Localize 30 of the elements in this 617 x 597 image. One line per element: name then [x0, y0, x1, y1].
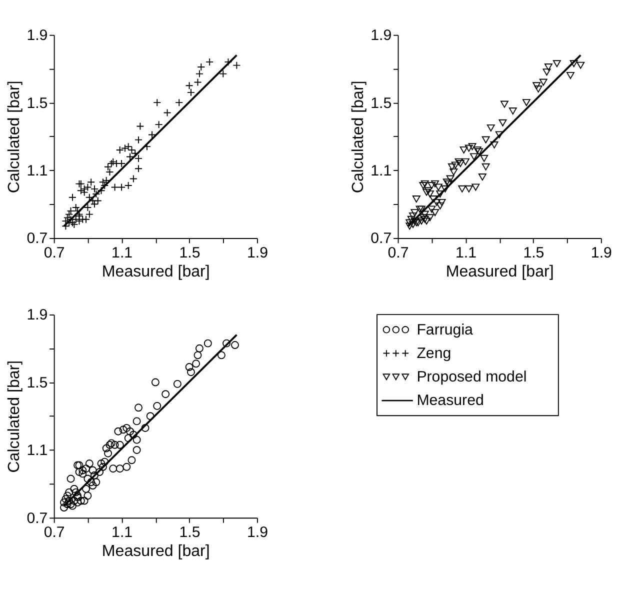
y-axis-title: Calculated [bar] — [5, 360, 24, 473]
x-tick-label: 1.9 — [246, 244, 268, 262]
legend-label: Measured — [416, 392, 484, 410]
x-tick-label: 1.9 — [246, 524, 268, 542]
y-tick-label: 1.5 — [370, 94, 392, 112]
y-tick-label: 1.9 — [26, 306, 48, 324]
x-tick-label: 1.1 — [112, 244, 133, 262]
x-axis-title: Measured [bar] — [102, 262, 210, 280]
y-tick-label: 1.9 — [370, 27, 392, 44]
y-axis-title: Calculated [bar] — [5, 80, 24, 194]
y-tick-label: 1.1 — [370, 162, 392, 180]
y-tick-label: 1.5 — [26, 94, 48, 112]
x-tick-label: 1.1 — [455, 244, 476, 262]
x-tick-label: 0.7 — [44, 524, 65, 542]
legend-label: Farrugia — [416, 321, 474, 338]
y-tick-label: 0.7 — [26, 510, 48, 527]
x-axis-title: Measured [bar] — [102, 542, 210, 560]
x-tick-label: 1.5 — [179, 244, 200, 262]
y-tick-label: 1.1 — [26, 442, 48, 460]
x-tick-label: 1.5 — [179, 524, 200, 542]
x-tick-label: 1.1 — [112, 524, 133, 542]
legend-label: Proposed model — [416, 368, 527, 386]
y-tick-label: 1.1 — [26, 162, 48, 180]
x-tick-label: 1.9 — [590, 244, 612, 262]
x-tick-label: 1.5 — [523, 244, 544, 262]
legend-label: Zeng — [416, 345, 452, 362]
y-tick-label: 1.9 — [26, 27, 48, 44]
x-axis-title: Measured [bar] — [446, 262, 554, 280]
y-tick-label: 1.5 — [26, 374, 48, 392]
y-axis-title: Calculated [bar] — [349, 80, 368, 194]
